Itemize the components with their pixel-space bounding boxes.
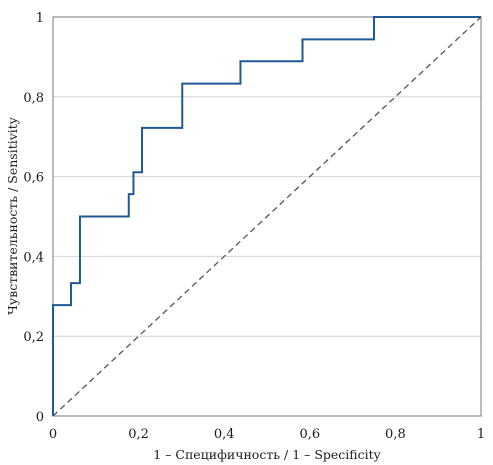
y-tick-label-0: 0	[36, 410, 44, 425]
grid-layer	[53, 96, 481, 337]
roc-curve-line	[52, 16, 481, 416]
x-tick-label-1: 0,2	[128, 427, 149, 442]
x-tick-label-0: 0	[49, 427, 57, 442]
y-tick-label-1: 0,2	[23, 330, 44, 345]
y-axis-title: Чувствительность / Sensitivity	[5, 116, 20, 315]
tick-labels: 0 0,2 0,4 0,6 0,8 1 0 0,2 0,4 0,6 0,8 1	[23, 11, 485, 442]
plot-border	[52, 16, 482, 417]
x-tick-label-3: 0,6	[299, 427, 320, 442]
x-tick-label-2: 0,4	[214, 427, 235, 442]
x-tick-label-5: 1	[477, 427, 485, 442]
series-layer	[52, 16, 482, 417]
x-axis-title: 1 – Специфичность / 1 – Specificity	[153, 447, 381, 462]
y-tick-label-3: 0,6	[23, 171, 44, 186]
y-tick-label-5: 1	[36, 11, 44, 26]
x-tick-label-4: 0,8	[385, 427, 406, 442]
reference-diagonal-line	[52, 16, 482, 417]
y-tick-label-4: 0,8	[23, 91, 44, 106]
plot-frame	[52, 16, 482, 417]
y-tick-label-2: 0,4	[23, 250, 44, 265]
